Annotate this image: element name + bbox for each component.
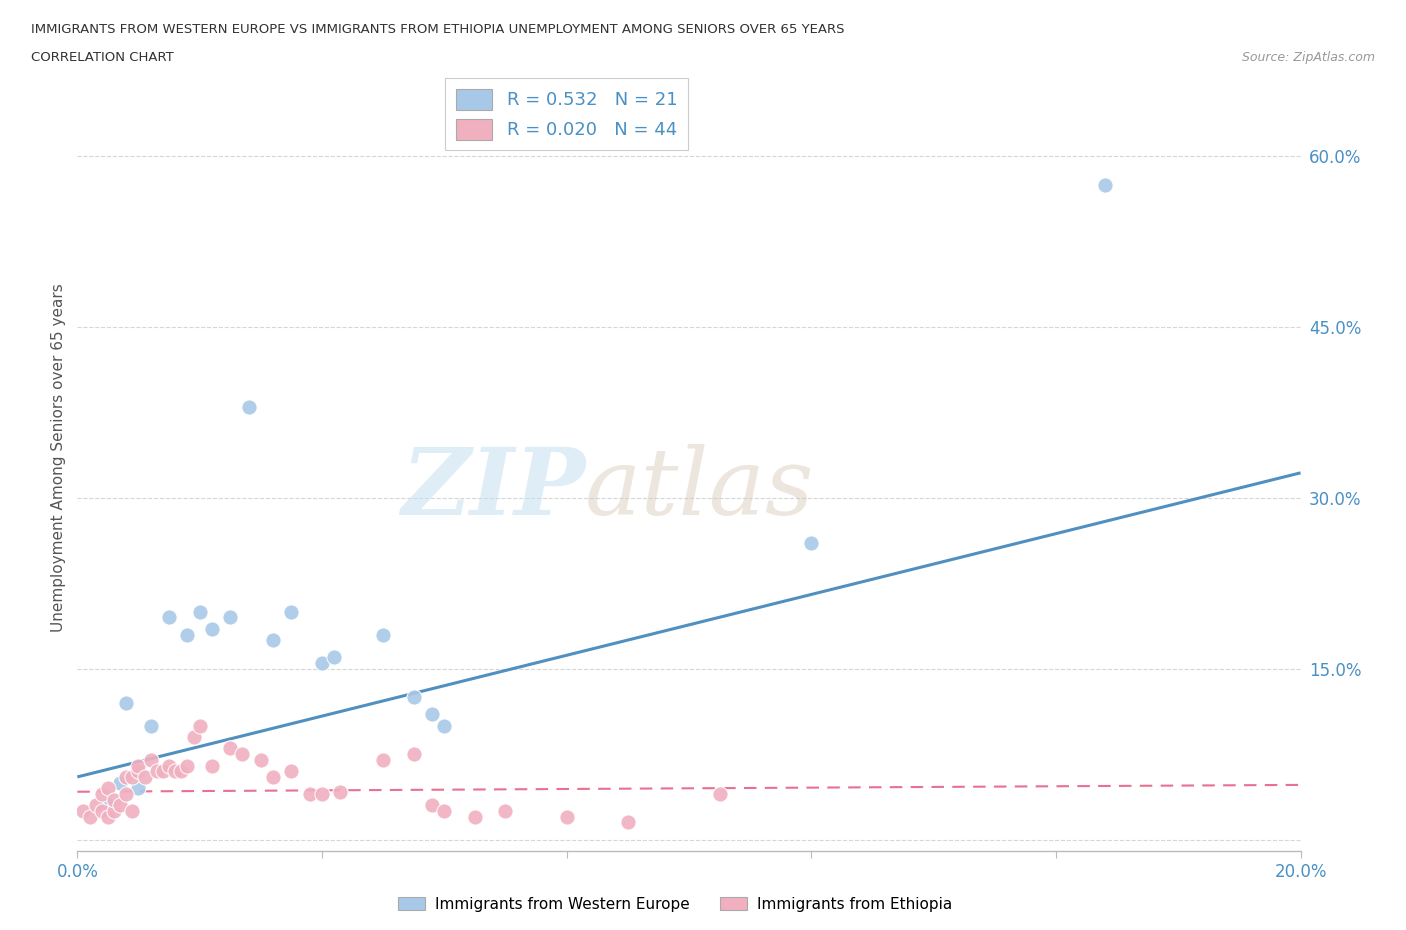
Point [134, 769, 156, 784]
Point [250, 752, 273, 767]
Point [709, 787, 731, 802]
Point [402, 747, 425, 762]
Point [201, 621, 224, 636]
Y-axis label: Unemployment Among Seniors over 65 years: Unemployment Among Seniors over 65 years [51, 284, 66, 632]
Point [128, 758, 150, 773]
Point [420, 707, 443, 722]
Legend: Immigrants from Western Europe, Immigrants from Ethiopia: Immigrants from Western Europe, Immigran… [392, 890, 957, 918]
Point [115, 769, 138, 784]
Point [188, 604, 211, 619]
Point [371, 752, 394, 767]
Point [464, 809, 486, 824]
Point [617, 815, 640, 830]
Point [420, 798, 443, 813]
Point [84, 798, 107, 813]
Point [555, 809, 578, 824]
Legend: R = 0.532   N = 21, R = 0.020   N = 44: R = 0.532 N = 21, R = 0.020 N = 44 [446, 78, 688, 151]
Point [280, 604, 302, 619]
Point [1094, 178, 1116, 193]
Point [97, 798, 120, 813]
Point [231, 747, 253, 762]
Point [280, 764, 302, 778]
Point [311, 656, 333, 671]
Point [72, 804, 94, 818]
Point [165, 764, 187, 778]
Point [262, 769, 284, 784]
Text: ZIP: ZIP [401, 445, 585, 535]
Point [97, 781, 120, 796]
Point [152, 764, 174, 778]
Point [495, 804, 517, 818]
Text: CORRELATION CHART: CORRELATION CHART [31, 51, 174, 64]
Point [103, 804, 125, 818]
Point [402, 690, 425, 705]
Point [176, 758, 198, 773]
Point [90, 787, 112, 802]
Point [219, 610, 242, 625]
Point [176, 627, 198, 642]
Point [97, 809, 120, 824]
Text: atlas: atlas [585, 445, 814, 535]
Point [90, 804, 112, 818]
Point [800, 536, 823, 551]
Point [433, 804, 456, 818]
Point [371, 627, 394, 642]
Point [157, 758, 180, 773]
Point [183, 730, 205, 745]
Point [79, 809, 101, 824]
Point [311, 787, 333, 802]
Point [323, 650, 346, 665]
Point [139, 752, 162, 767]
Point [170, 764, 193, 778]
Point [128, 764, 150, 778]
Point [238, 399, 260, 414]
Text: IMMIGRANTS FROM WESTERN EUROPE VS IMMIGRANTS FROM ETHIOPIA UNEMPLOYMENT AMONG SE: IMMIGRANTS FROM WESTERN EUROPE VS IMMIGR… [31, 23, 845, 36]
Point [121, 804, 143, 818]
Point [108, 776, 131, 790]
Point [157, 610, 180, 625]
Point [201, 758, 224, 773]
Point [139, 718, 162, 733]
Point [329, 784, 352, 799]
Point [219, 741, 242, 756]
Text: Source: ZipAtlas.com: Source: ZipAtlas.com [1241, 51, 1375, 64]
Point [188, 718, 211, 733]
Point [108, 798, 131, 813]
Point [121, 769, 143, 784]
Point [433, 718, 456, 733]
Point [298, 787, 321, 802]
Point [115, 787, 138, 802]
Point [146, 764, 169, 778]
Point [115, 696, 138, 711]
Point [262, 632, 284, 647]
Point [103, 792, 125, 807]
Point [128, 781, 150, 796]
